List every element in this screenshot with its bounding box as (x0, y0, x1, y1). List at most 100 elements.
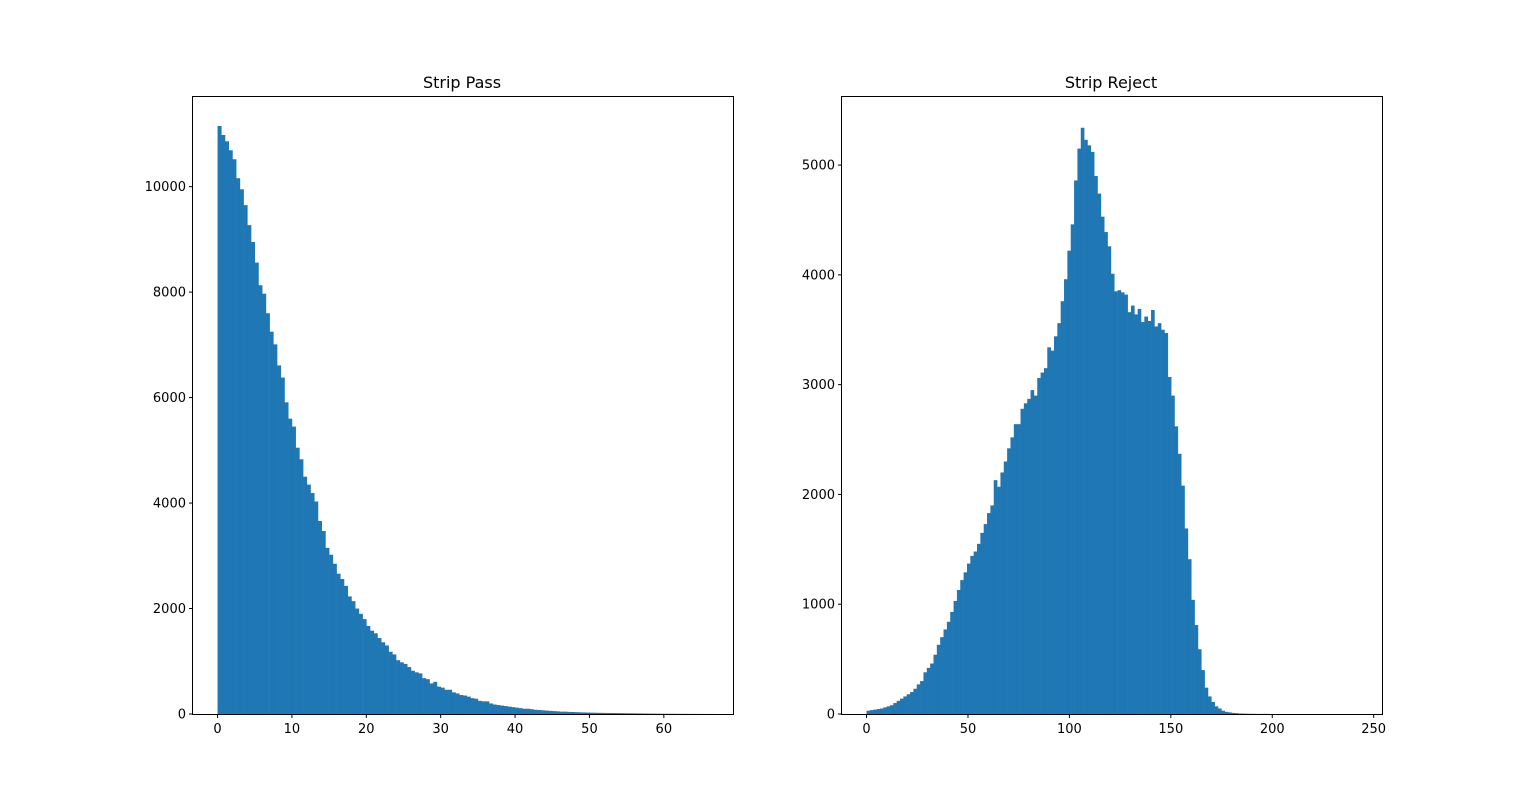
plot-frame (192, 96, 734, 715)
histogram-bar (615, 713, 620, 714)
histogram-bar (900, 698, 904, 714)
histogram-bar (399, 662, 404, 714)
x-tick-label: 0 (862, 722, 870, 737)
y-tick-label: 4000 (153, 497, 186, 512)
histogram-bar (329, 554, 334, 714)
histogram-bar (303, 476, 308, 714)
histogram-bar (585, 712, 590, 714)
histogram-bar (1177, 453, 1182, 714)
histogram-bar (926, 667, 931, 714)
histogram-bar (500, 705, 505, 714)
x-tick-label: 200 (1260, 722, 1285, 737)
histogram-bar (1043, 368, 1048, 714)
histogram-bar (403, 663, 408, 714)
histogram-bar (1047, 347, 1051, 714)
histogram-bar (258, 285, 263, 714)
histogram-bar (440, 687, 445, 714)
histogram-bar (1164, 333, 1169, 714)
y-tick-label: 5000 (802, 159, 835, 174)
x-tick-label: 250 (1361, 722, 1386, 737)
y-tick-label: 8000 (153, 286, 186, 301)
histogram-bar (1191, 599, 1195, 714)
histogram-bar (366, 625, 371, 714)
histogram-bar (451, 692, 456, 714)
histogram-bar (1094, 176, 1098, 715)
histogram-bar (295, 447, 300, 714)
histogram-bar (866, 710, 871, 714)
histogram-bar (470, 698, 475, 714)
histogram-bar (1161, 329, 1165, 714)
histogram-bar (1084, 139, 1088, 714)
histogram-bar (429, 683, 434, 714)
histogram-bar (340, 579, 345, 714)
histogram-bar (1120, 292, 1125, 714)
histogram-bar (291, 426, 296, 714)
histogram-bar (373, 633, 378, 714)
histogram-bar (990, 505, 995, 714)
histogram-bar (1030, 390, 1035, 714)
histogram-bar (254, 262, 259, 714)
histogram-bar (980, 532, 984, 714)
histogram-bar (232, 159, 237, 715)
histogram-bar (893, 703, 897, 714)
histogram-bar (265, 313, 270, 714)
histogram-bar (622, 713, 627, 714)
histogram-bar (1217, 708, 1222, 714)
histogram-bar (906, 694, 911, 714)
histogram-bar (1013, 424, 1018, 714)
histogram-bar (418, 673, 423, 714)
histogram-bar (913, 688, 918, 714)
histogram-bar (314, 501, 319, 714)
histogram-bar (567, 711, 572, 714)
y-tick-label: 10000 (145, 180, 186, 195)
histogram-bar (1127, 312, 1132, 714)
histogram-bar (889, 705, 894, 714)
histogram-bar (370, 630, 375, 714)
histogram-bar (288, 418, 293, 714)
histogram-bars (217, 126, 717, 715)
histogram-bar (1110, 273, 1115, 714)
histogram-bar (310, 493, 315, 714)
histogram-bar (619, 713, 624, 714)
histogram-bar (526, 708, 531, 714)
histogram-bar (358, 613, 363, 714)
histogram-bar (280, 377, 285, 714)
histogram-bar (392, 654, 397, 714)
histogram-bar (578, 712, 583, 714)
histogram-bar (1114, 291, 1118, 714)
histogram-bar (589, 712, 594, 714)
histogram-bar (936, 644, 941, 714)
histogram-bar (377, 638, 382, 714)
histogram-bar (963, 572, 968, 714)
histogram-bar (876, 709, 881, 714)
histogram-bar (221, 134, 226, 715)
histogram-bar (997, 486, 1001, 714)
histogram-bar (1067, 250, 1072, 714)
histogram-bar (1080, 127, 1085, 715)
histogram-bar (1174, 426, 1179, 714)
histogram-bar (555, 711, 560, 714)
y-tick-label: 4000 (802, 268, 835, 283)
histogram-bar (548, 710, 553, 714)
histogram-bar (239, 189, 244, 715)
histogram-bar (251, 242, 256, 714)
x-tick-label: 50 (960, 722, 977, 737)
histogram-bar (518, 708, 523, 714)
histogram-bar (950, 611, 954, 714)
histogram-bar (960, 580, 964, 714)
histogram-bar (362, 619, 367, 714)
y-tick-label: 0 (178, 708, 186, 723)
histogram-bar (869, 710, 874, 714)
histogram-bar (262, 293, 267, 714)
histogram-bar (966, 563, 971, 714)
histogram-bar (1167, 376, 1172, 714)
histogram-bar (489, 703, 494, 714)
histogram-bar (1023, 403, 1028, 714)
histogram-bar (993, 480, 998, 714)
x-tick-label: 100 (1057, 722, 1082, 737)
histogram-bar (983, 524, 988, 714)
histogram-bar (1124, 294, 1128, 714)
histogram-bar (1050, 350, 1055, 714)
y-tick-label: 3000 (802, 378, 835, 393)
histogram-bar (596, 712, 601, 714)
